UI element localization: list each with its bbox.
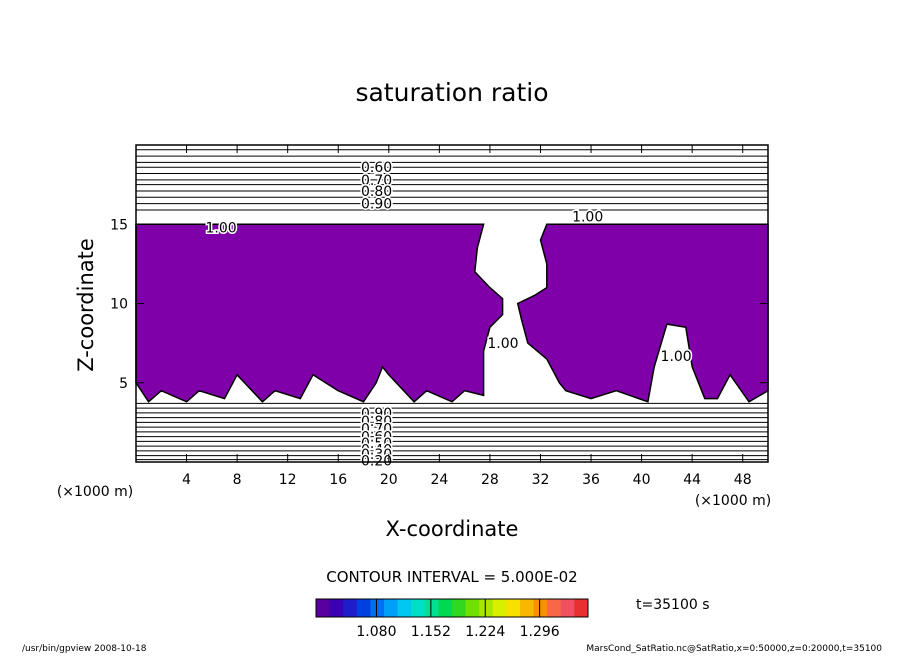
contour-label: 0.90 — [361, 406, 392, 422]
colorbar-cell — [506, 599, 521, 617]
colorbar-cell — [370, 599, 385, 617]
colorbar-cell — [547, 599, 562, 617]
x-unit-label: (×1000 m) — [695, 493, 771, 509]
contour-label: 0.60 — [361, 430, 392, 446]
contour-label: 0.50 — [361, 436, 392, 452]
colorbar-cell — [316, 599, 331, 617]
x-tick-label: 16 — [329, 472, 347, 488]
footer-right: MarsCond_SatRatio.nc@SatRatio,x=0:50000,… — [586, 644, 882, 654]
time-label: t=35100 s — [636, 597, 710, 613]
x-tick-label: 4 — [182, 472, 191, 488]
colorbar-cell — [560, 599, 575, 617]
x-tick-label: 48 — [734, 472, 752, 488]
y-tick-label: 10 — [110, 297, 128, 313]
filled-region — [135, 223, 769, 403]
colorbar-cell — [533, 599, 548, 617]
x-tick-label: 44 — [683, 472, 701, 488]
colorbar-cell — [574, 599, 589, 617]
contour-label: 0.80 — [361, 414, 392, 430]
colorbar-cell — [411, 599, 426, 617]
colorbar-tick-label: 1.152 — [411, 624, 451, 640]
contour-label: 1.00 — [487, 336, 518, 352]
colorbar-cell — [397, 599, 412, 617]
contour-label: 0.30 — [361, 447, 392, 463]
contour-label: 1.00 — [206, 220, 237, 236]
x-tick-label: 36 — [582, 472, 600, 488]
colorbar-tick-label: 1.296 — [520, 624, 560, 640]
x-tick-label: 12 — [279, 472, 297, 488]
colorbar-cell — [329, 599, 344, 617]
x-tick-label: 28 — [481, 472, 499, 488]
colorbar-frame — [315, 598, 589, 618]
footer-left: /usr/bin/gpview 2008-10-18 — [22, 644, 147, 654]
x-unit-label: (×1000 m) — [57, 484, 133, 500]
contour-label: 0.60 — [361, 160, 392, 176]
contour-label: 0.80 — [361, 184, 392, 200]
contour-label: 0.90 — [361, 197, 392, 213]
colorbar-cell — [384, 599, 399, 617]
contour-label: 1.00 — [661, 349, 692, 365]
colorbar-cell — [465, 599, 480, 617]
colorbar-cell — [492, 599, 507, 617]
chart-title: saturation ratio — [355, 78, 548, 107]
y-tick-label: 15 — [110, 217, 128, 233]
y-axis-label: Z-coordinate — [74, 238, 98, 372]
colorbar-tick-label: 1.224 — [465, 624, 505, 640]
colorbar-cell — [424, 599, 439, 617]
colorbar-cell — [520, 599, 535, 617]
x-tick-label: 20 — [380, 472, 398, 488]
colorbar-cell — [356, 599, 371, 617]
contour-label: 1.00 — [572, 209, 603, 225]
x-tick-label: 24 — [430, 472, 448, 488]
x-axis-label: X-coordinate — [386, 517, 519, 541]
contour-label: 0.70 — [361, 173, 392, 189]
contour-interval: CONTOUR INTERVAL = 5.000E-02 — [326, 568, 577, 586]
x-tick-label: 8 — [233, 472, 242, 488]
colorbar-cell — [452, 599, 467, 617]
colorbar-cell — [438, 599, 453, 617]
colorbar-cell — [479, 599, 494, 617]
colorbar-cell — [343, 599, 358, 617]
colorbar-tick-label: 1.080 — [356, 624, 396, 640]
contour-label: 0.70 — [361, 422, 392, 438]
y-tick-label: 5 — [119, 376, 128, 392]
x-tick-label: 32 — [532, 472, 550, 488]
contour-label: 0.40 — [361, 442, 392, 458]
x-tick-label: 40 — [633, 472, 651, 488]
